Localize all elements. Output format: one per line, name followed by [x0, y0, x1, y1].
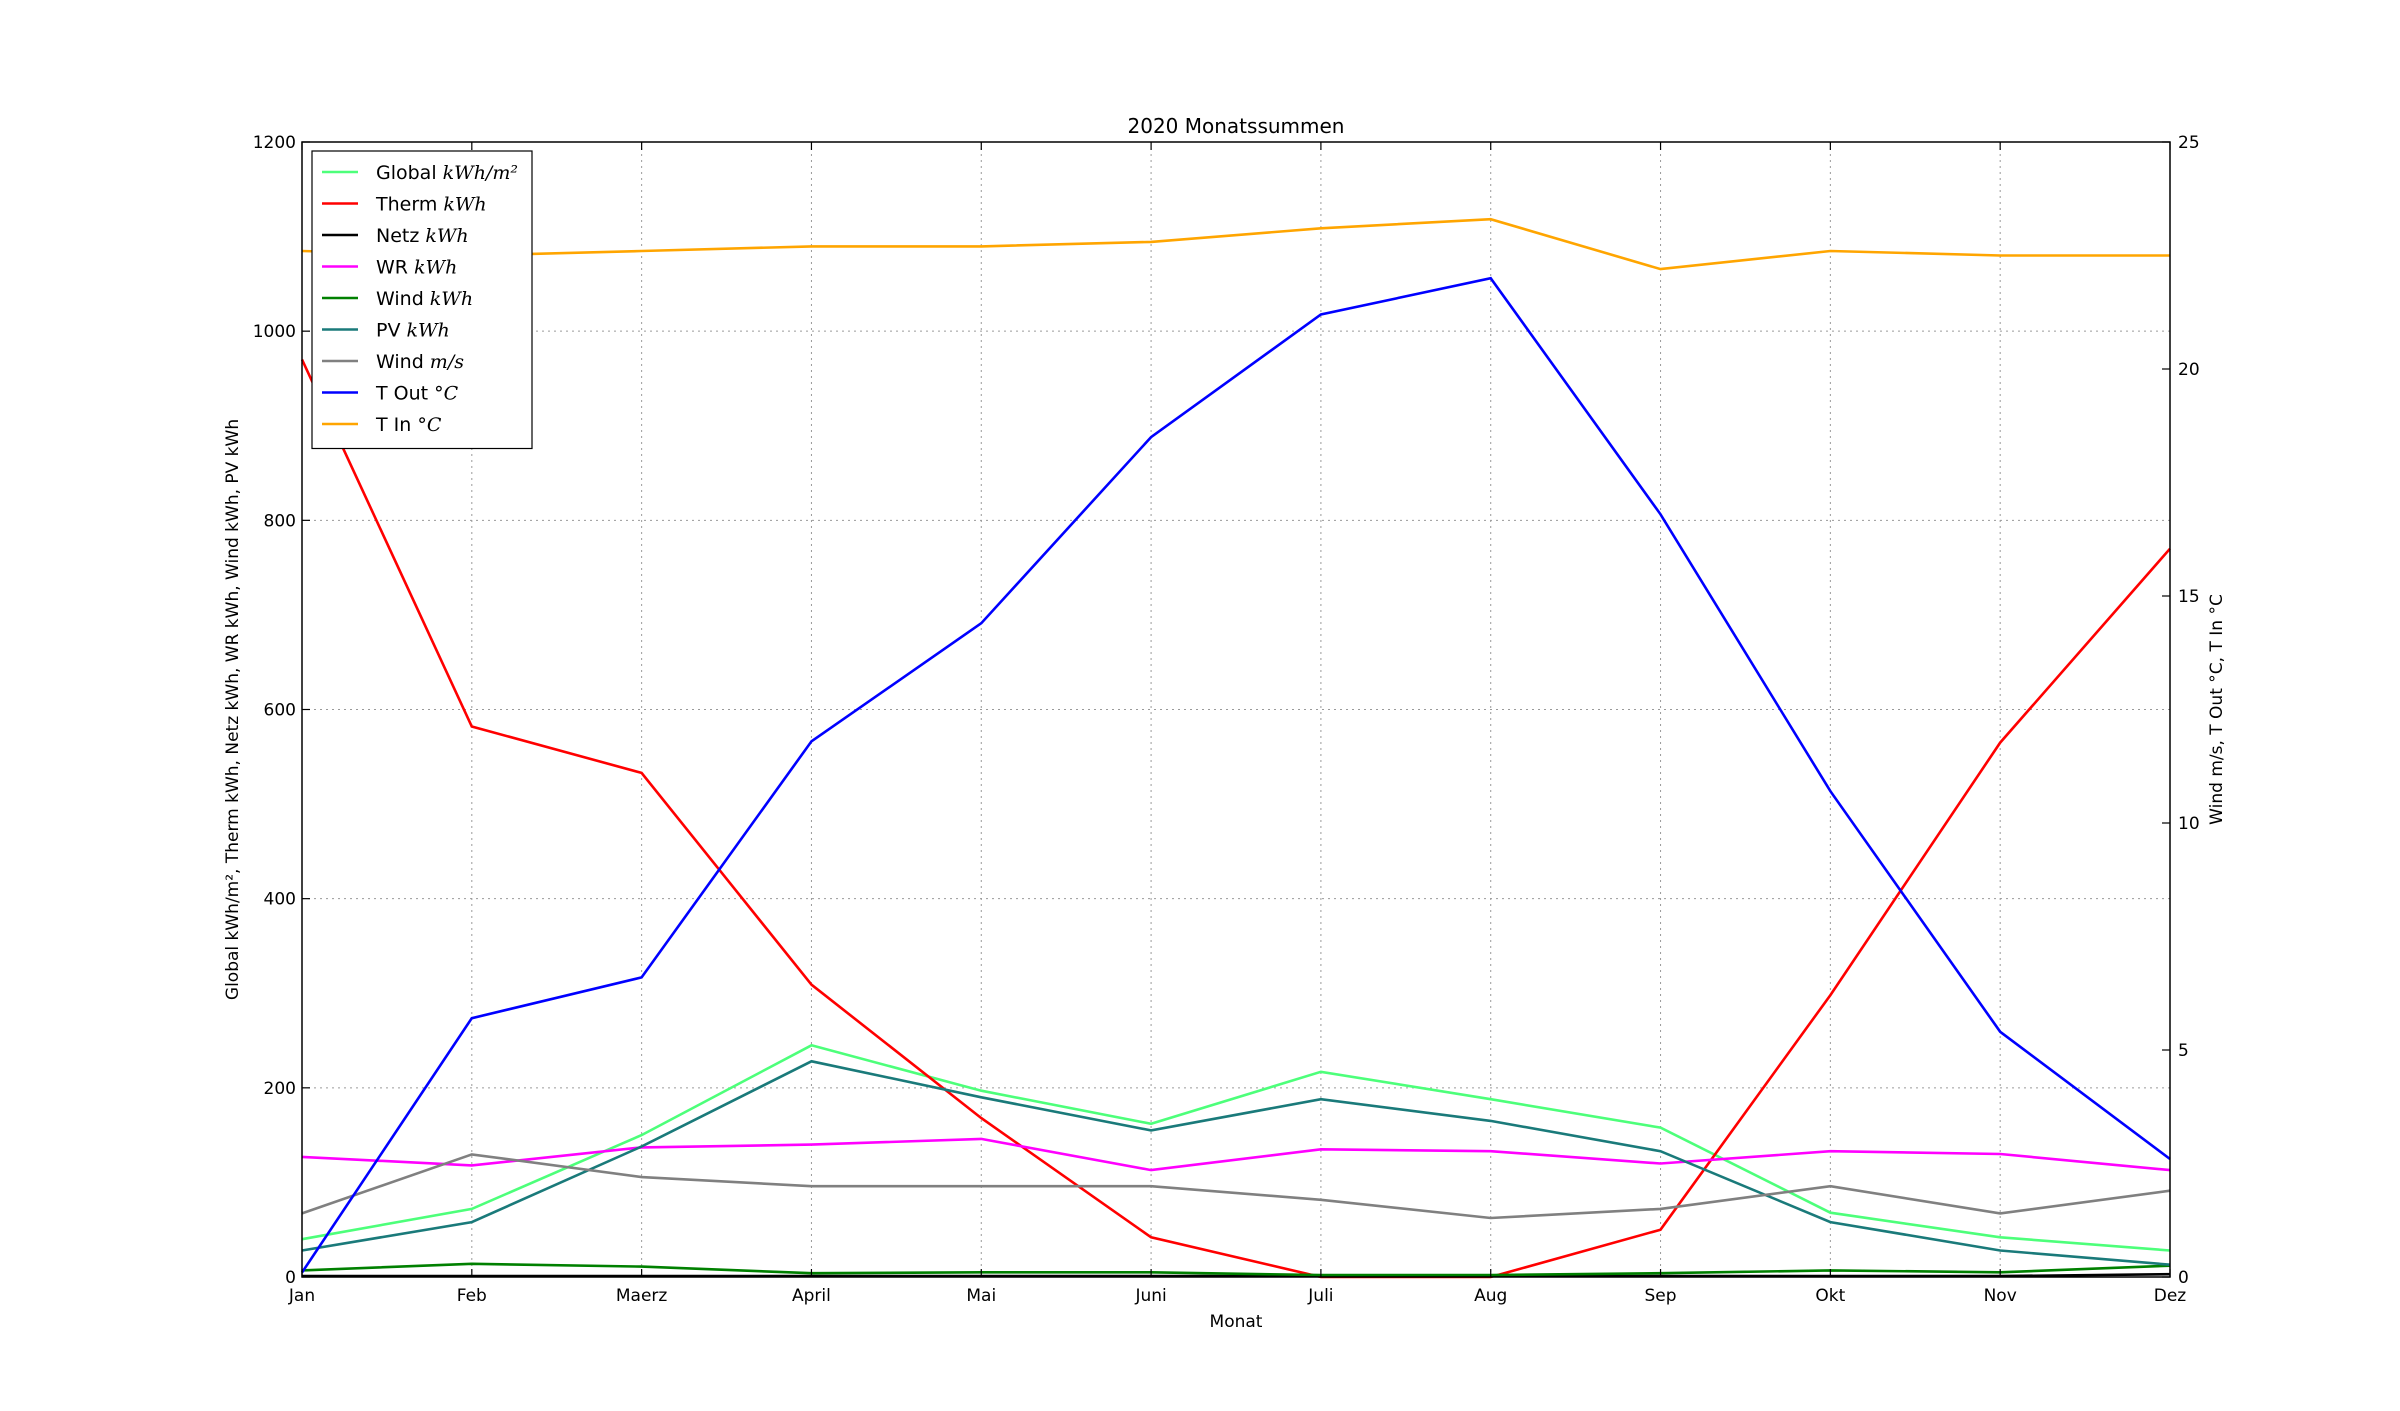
legend-label: T In °C — [375, 414, 442, 436]
x-tick-label: Maerz — [616, 1286, 668, 1306]
legend-label: WR kWh — [376, 257, 457, 279]
series-line-pv-kwh — [301, 1059, 2171, 1266]
series-line-wr-kwh — [301, 1137, 2171, 1172]
series-line-wind-m-s — [301, 1153, 2171, 1220]
axis-ticks: Jan Feb Maerz April Mai Juni Juli Aug Sep Okt Nov D… — [253, 133, 2200, 1306]
chart-title: 2020 Monatssummen — [1128, 114, 1345, 138]
x-tick-label: April — [792, 1286, 831, 1306]
y-axis-left-title: Global kWh/m², Therm kWh, Netz kWh, WR k… — [223, 419, 243, 1000]
y-right-tick-label: 15 — [2178, 587, 2200, 607]
legend-label: Wind m/s — [376, 351, 464, 373]
x-tick-label: Juli — [1307, 1286, 1333, 1306]
legend-label: Netz kWh — [376, 225, 469, 247]
x-tick-label: Nov — [1984, 1286, 2017, 1306]
legend-label: Wind kWh — [376, 288, 473, 310]
y-left-tick-label: 1200 — [253, 133, 296, 153]
x-tick-label: Okt — [1815, 1286, 1845, 1306]
x-tick-label: Feb — [457, 1286, 487, 1306]
series-lines — [300, 217, 2171, 1279]
y-right-tick-label: 0 — [2178, 1268, 2189, 1288]
x-tick-label: Jan — [288, 1286, 315, 1306]
legend-label: T Out °C — [375, 383, 459, 405]
y-right-tick-label: 20 — [2178, 360, 2200, 380]
y-axis-right-title: Wind m/s, T Out °C, T In °C — [2207, 594, 2227, 825]
x-axis-title: Monat — [1210, 1312, 1263, 1332]
legend: Global kWh/m² Therm kWh Netz kWh WR kWh Wind… — [311, 150, 533, 450]
y-right-tick-label: 10 — [2178, 814, 2200, 834]
y-left-tick-label: 0 — [285, 1268, 296, 1288]
legend-label: Therm kWh — [375, 194, 487, 216]
y-right-tick-label: 5 — [2178, 1041, 2189, 1061]
y-left-tick-label: 600 — [264, 701, 296, 721]
plot-frame — [301, 141, 2171, 1278]
x-tick-label: Sep — [1645, 1286, 1677, 1306]
grid — [301, 141, 2171, 1278]
series-line-global-kwh-m — [301, 1043, 2171, 1252]
legend-box — [311, 150, 533, 450]
series-line-t-out-c — [300, 276, 2171, 1274]
x-tick-label: Aug — [1474, 1286, 1507, 1306]
legend-label: PV kWh — [376, 320, 450, 342]
series-line-therm-kwh — [300, 358, 2171, 1279]
y-left-tick-label: 200 — [264, 1079, 296, 1099]
series-line-wind-kwh — [301, 1262, 2171, 1277]
series-line-netz-kwh — [302, 1272, 2171, 1278]
y-left-tick-label: 1000 — [253, 322, 296, 342]
x-tick-label: Juni — [1134, 1286, 1166, 1306]
x-tick-label: Dez — [2154, 1286, 2187, 1306]
y-right-tick-label: 25 — [2178, 133, 2200, 153]
series-line-t-in-c — [301, 217, 2170, 271]
legend-label: Global kWh/m² — [376, 162, 518, 184]
y-left-tick-label: 400 — [264, 890, 296, 910]
y-left-tick-label: 800 — [264, 511, 296, 531]
x-tick-label: Mai — [966, 1286, 996, 1306]
